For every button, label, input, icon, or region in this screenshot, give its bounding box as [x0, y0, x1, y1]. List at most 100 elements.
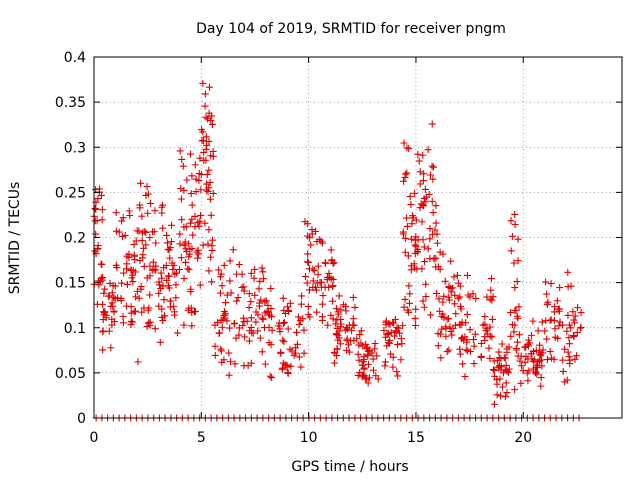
- data-point: [486, 323, 494, 331]
- data-point: [389, 363, 397, 371]
- data-point: [420, 243, 428, 251]
- data-point: [451, 300, 459, 308]
- data-point: [432, 202, 440, 210]
- data-point: [206, 195, 214, 203]
- y-tick-label: 0.3: [64, 140, 86, 156]
- data-point: [316, 279, 324, 287]
- data-point: [521, 358, 529, 366]
- data-point: [462, 346, 470, 354]
- data-point: [92, 185, 100, 193]
- data-point: [119, 233, 127, 241]
- data-point: [146, 318, 154, 326]
- data-point: [267, 341, 275, 349]
- data-point: [542, 278, 550, 286]
- data-point: [166, 254, 174, 262]
- data-point: [304, 258, 312, 266]
- data-point: [100, 309, 108, 317]
- data-point: [138, 229, 146, 237]
- data-point: [304, 303, 312, 311]
- data-point: [394, 341, 402, 349]
- data-point: [357, 327, 365, 335]
- data-point: [372, 372, 380, 380]
- data-point: [217, 345, 225, 353]
- data-point: [211, 342, 219, 350]
- data-point: [251, 265, 259, 273]
- data-point: [551, 303, 559, 311]
- data-point: [196, 154, 204, 162]
- data-point: [198, 126, 206, 134]
- data-point: [177, 254, 185, 262]
- data-point: [463, 338, 471, 346]
- data-point: [527, 350, 535, 358]
- data-point: [457, 335, 465, 343]
- data-point: [265, 323, 273, 331]
- data-point: [295, 320, 303, 328]
- y-tick-label: 0.4: [64, 50, 86, 66]
- data-point: [445, 346, 453, 354]
- data-point: [399, 230, 407, 238]
- data-point: [208, 278, 216, 286]
- data-point: [407, 235, 415, 243]
- data-point: [135, 294, 143, 302]
- data-point: [102, 314, 110, 322]
- data-point: [441, 277, 449, 285]
- data-point: [294, 313, 302, 321]
- data-point: [429, 163, 437, 171]
- data-point: [414, 236, 422, 244]
- data-point: [218, 358, 226, 366]
- data-point: [333, 305, 341, 313]
- data-point: [91, 205, 99, 213]
- data-point: [566, 360, 574, 368]
- data-point: [461, 373, 469, 381]
- data-point: [511, 220, 519, 228]
- data-point: [502, 379, 510, 387]
- data-point: [152, 262, 160, 270]
- data-point: [300, 326, 308, 334]
- data-point: [148, 266, 156, 274]
- data-point: [317, 237, 325, 245]
- data-point: [488, 315, 496, 323]
- data-point: [157, 269, 165, 277]
- data-point: [366, 346, 374, 354]
- data-point: [215, 329, 223, 337]
- data-point: [559, 367, 567, 375]
- data-point: [177, 195, 185, 203]
- data-point: [365, 374, 373, 382]
- data-point: [463, 271, 471, 279]
- data-point: [180, 186, 188, 194]
- data-point: [481, 313, 489, 321]
- data-point: [211, 321, 219, 329]
- data-point: [497, 392, 505, 400]
- data-point: [127, 309, 135, 317]
- data-point: [507, 247, 515, 255]
- data-point: [312, 227, 320, 235]
- data-point: [485, 344, 493, 352]
- data-point: [118, 217, 126, 225]
- data-point: [101, 285, 109, 293]
- data-point: [399, 322, 407, 330]
- data-point: [120, 269, 128, 277]
- data-point: [488, 296, 496, 304]
- data-point: [204, 240, 212, 248]
- data-point: [546, 348, 554, 356]
- data-point: [327, 246, 335, 254]
- data-point: [127, 317, 135, 325]
- data-point: [170, 302, 178, 310]
- data-point: [487, 286, 495, 294]
- data-point: [256, 277, 264, 285]
- data-point: [437, 354, 445, 362]
- data-point: [420, 303, 428, 311]
- data-point: [140, 244, 148, 252]
- data-point: [99, 308, 107, 316]
- data-point: [554, 334, 562, 342]
- data-point: [205, 226, 213, 234]
- data-point: [150, 265, 158, 273]
- data-point: [528, 355, 536, 363]
- data-point: [500, 354, 508, 362]
- data-point: [422, 280, 430, 288]
- data-point: [187, 288, 195, 296]
- data-point: [391, 332, 399, 340]
- data-point: [380, 326, 388, 334]
- data-point: [481, 333, 489, 341]
- data-point: [132, 237, 140, 245]
